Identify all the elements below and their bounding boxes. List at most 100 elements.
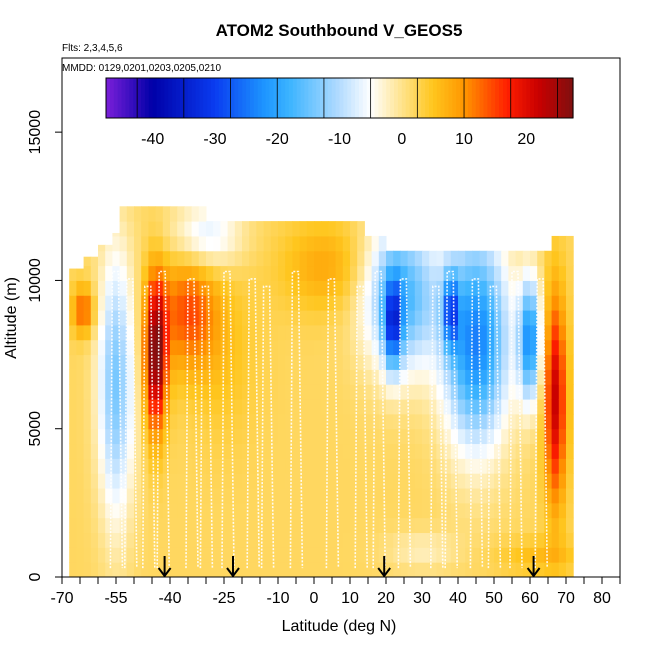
heat-cell [558, 280, 567, 296]
flight-leg-arrow-head [526, 567, 541, 578]
heat-cell [458, 384, 466, 400]
heat-cell [148, 399, 157, 415]
colorbar-swatch [246, 78, 251, 118]
heat-cell [378, 532, 387, 548]
heat-cell [256, 517, 265, 534]
heat-cell [486, 428, 495, 445]
heat-cell [69, 354, 77, 370]
heat-cell [285, 221, 293, 237]
heat-cell [242, 502, 250, 519]
heat-cell [256, 473, 265, 489]
heat-cell [162, 547, 171, 563]
heat-cell [364, 295, 373, 311]
heat-cell [566, 384, 574, 400]
heat-cell [508, 369, 517, 385]
heat-cell [134, 458, 142, 474]
heat-cell [314, 458, 322, 474]
heat-cell [314, 295, 322, 311]
heat-cell [198, 488, 207, 504]
heat-cell [558, 310, 567, 326]
heat-cell [234, 221, 243, 237]
heat-cell [227, 458, 236, 474]
colorbar-swatch [541, 78, 547, 118]
heat-cell [537, 369, 545, 385]
heat-cell [364, 502, 373, 519]
heat-cell [278, 369, 286, 385]
heat-cell [357, 458, 365, 474]
heat-cell [270, 235, 279, 252]
heat-cell [112, 265, 121, 281]
heat-cell [134, 280, 142, 296]
heat-cell [134, 221, 142, 237]
heat-cell [170, 354, 178, 370]
heat-cell [429, 473, 437, 489]
heat-cell [285, 324, 293, 341]
heat-cell [458, 324, 466, 341]
heat-cell [90, 473, 99, 489]
heat-cell [458, 517, 466, 534]
heat-cell [105, 562, 113, 578]
heat-cell [522, 547, 531, 563]
heat-cell [321, 310, 329, 326]
heat-cell [472, 473, 481, 489]
heat-cell [198, 369, 207, 385]
heat-cell [112, 354, 121, 370]
heat-cell [90, 265, 99, 281]
heat-cell [112, 547, 121, 563]
heat-cell [184, 428, 193, 445]
heat-cell [551, 562, 560, 578]
heat-cell [335, 562, 344, 578]
heat-cell [522, 310, 531, 326]
colorbar-swatch [569, 78, 574, 118]
heat-cell [299, 339, 308, 356]
heat-cell [350, 517, 358, 534]
heat-cell [414, 339, 423, 356]
heat-cell [98, 310, 106, 326]
heat-cell [537, 280, 545, 296]
heat-cell [321, 235, 329, 252]
heat-cell [112, 413, 121, 430]
heat-cell [414, 517, 423, 534]
heat-cell [256, 339, 265, 356]
heat-cell [270, 369, 279, 385]
heat-cell [472, 265, 481, 281]
heat-cell [558, 354, 567, 370]
heat-cell [350, 532, 358, 548]
heat-cell [357, 384, 365, 400]
heat-cell [314, 502, 322, 519]
heat-cell [141, 413, 149, 430]
heat-cell [249, 547, 257, 563]
y-tick-label: 15000 [27, 110, 44, 155]
heat-cell [357, 532, 365, 548]
colorbar-swatch [109, 78, 115, 118]
heat-cell [371, 488, 380, 504]
heat-cell [162, 206, 171, 222]
heat-cell [134, 369, 142, 385]
heat-cell [292, 532, 301, 548]
heat-cell [522, 473, 531, 489]
heat-cell [227, 443, 236, 459]
heat-cell [335, 339, 344, 356]
heat-cell [429, 458, 437, 474]
heat-cell [263, 517, 272, 534]
heat-cell [443, 532, 452, 548]
heat-cell [386, 384, 394, 400]
heat-cell [551, 547, 560, 563]
heat-cell [98, 265, 106, 281]
heat-cell [479, 399, 488, 415]
heat-cell [342, 443, 351, 459]
heat-cell [357, 280, 365, 296]
heat-cell [364, 458, 373, 474]
heat-cell [213, 488, 221, 504]
heat-cell [378, 250, 387, 267]
heat-cell [321, 532, 329, 548]
heat-cell [400, 458, 409, 474]
heat-cell [98, 413, 106, 430]
heat-cell [393, 265, 401, 281]
heat-cell [126, 502, 135, 519]
heat-cell [213, 280, 221, 296]
colorbar-swatch [117, 78, 123, 118]
heat-cell [141, 458, 149, 474]
heat-cell [522, 250, 531, 267]
heat-cell [501, 428, 509, 445]
